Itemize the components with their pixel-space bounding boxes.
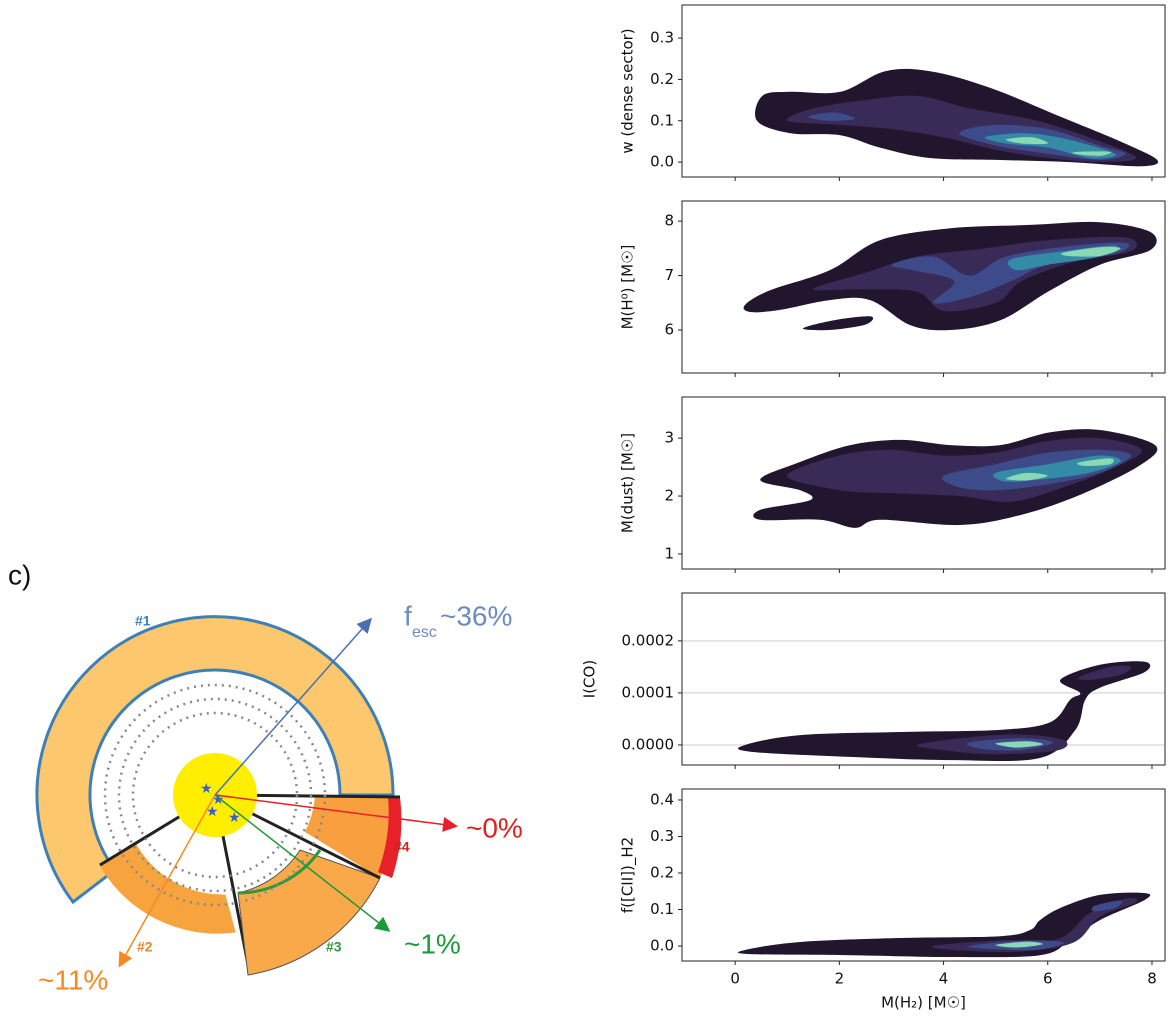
x-tick-label: 4 — [939, 970, 949, 988]
sector-label: #2 — [137, 939, 153, 955]
x-tick-label: 0 — [730, 970, 740, 988]
y-tick-label: 0.0002 — [622, 631, 675, 649]
density — [753, 429, 1158, 528]
x-tick-label: 2 — [835, 970, 845, 988]
arrow-label: ~11% — [38, 964, 108, 995]
density-contour — [995, 941, 1043, 948]
y-tick-label: 0.3 — [650, 29, 674, 47]
y-tick-label: 0.1 — [650, 111, 674, 129]
y-axis-label: w (dense sector) — [619, 28, 637, 153]
y-tick-label: 8 — [664, 212, 674, 230]
density-contour — [1078, 665, 1132, 680]
density-contour — [808, 112, 856, 121]
density-contour — [1077, 458, 1114, 466]
x-tick-label: 8 — [1147, 970, 1157, 988]
density-contour — [1072, 151, 1112, 156]
arrow-label: ~0% — [466, 812, 523, 843]
y-axis-label: I(CO) — [581, 660, 599, 698]
y-tick-label: 0.4 — [650, 790, 674, 808]
sector-label: #1 — [135, 613, 151, 629]
panel-label: c) — [8, 559, 31, 590]
density-contour — [737, 661, 1151, 761]
y-axis-label: f([CII])_H2 — [619, 837, 638, 913]
sector-label: #4 — [394, 839, 410, 855]
sector-1 — [35, 615, 395, 905]
density — [737, 661, 1151, 761]
y-tick-label: 3 — [664, 429, 674, 447]
y-axis-label: M(H⁰) [M☉] — [619, 245, 637, 330]
arrow — [118, 794, 216, 968]
y-tick-label: 6 — [664, 321, 674, 339]
dotted-shell — [131, 711, 299, 879]
plot-frame — [681, 592, 1166, 766]
arrow — [214, 794, 391, 932]
x-tick-label: 6 — [1043, 970, 1053, 988]
plot-frame — [681, 396, 1166, 570]
y-tick-label: 0.1 — [650, 900, 674, 918]
density-contour — [1005, 137, 1048, 145]
sector-2 — [99, 842, 236, 934]
y-tick-label: 1 — [664, 544, 674, 562]
arrow-label: ~1% — [404, 928, 461, 959]
escape-diagram: c) ★★ ★ ★ #1 #2 #3 #4 — [8, 559, 523, 995]
density — [755, 68, 1159, 167]
sector-4 — [305, 797, 396, 878]
y-tick-label: 0.0000 — [622, 735, 675, 753]
dotted-shell — [103, 683, 327, 907]
y-tick-label: 0.0001 — [622, 683, 675, 701]
sector-4-edge — [378, 797, 402, 878]
density-contour — [995, 741, 1043, 748]
density — [737, 892, 1151, 958]
sector-label: #3 — [326, 939, 342, 955]
density-contour — [1061, 246, 1121, 257]
y-tick-label: 0.0 — [650, 937, 674, 955]
arrow — [214, 617, 372, 796]
density — [743, 221, 1157, 331]
sector-3 — [237, 849, 381, 976]
plot-frame — [681, 4, 1166, 178]
density-contour — [1091, 900, 1122, 912]
arrow-label: f — [404, 600, 412, 631]
y-tick-label: 0.2 — [650, 70, 674, 88]
svg-text:★: ★ — [206, 804, 219, 820]
density-contour — [1006, 472, 1048, 481]
plot-frame — [681, 200, 1166, 374]
plot-frame — [681, 788, 1166, 962]
svg-text:★: ★ — [228, 810, 241, 826]
y-tick-label: 0.0 — [650, 153, 674, 171]
density-contour — [802, 316, 874, 331]
y-tick-label: 7 — [664, 266, 674, 284]
y-tick-label: 0.3 — [650, 827, 674, 845]
arrow-label: ~36% — [440, 600, 512, 631]
x-axis-label: M(H₂) [M☉] — [881, 994, 966, 1012]
y-tick-label: 2 — [664, 487, 674, 505]
y-tick-label: 0.2 — [650, 863, 674, 881]
dotted-shell — [117, 697, 313, 893]
arrow — [214, 794, 458, 832]
y-axis-label: M(dust) [M☉] — [619, 433, 637, 533]
arrow-label: esc — [412, 624, 437, 641]
svg-text:★: ★ — [200, 781, 213, 797]
